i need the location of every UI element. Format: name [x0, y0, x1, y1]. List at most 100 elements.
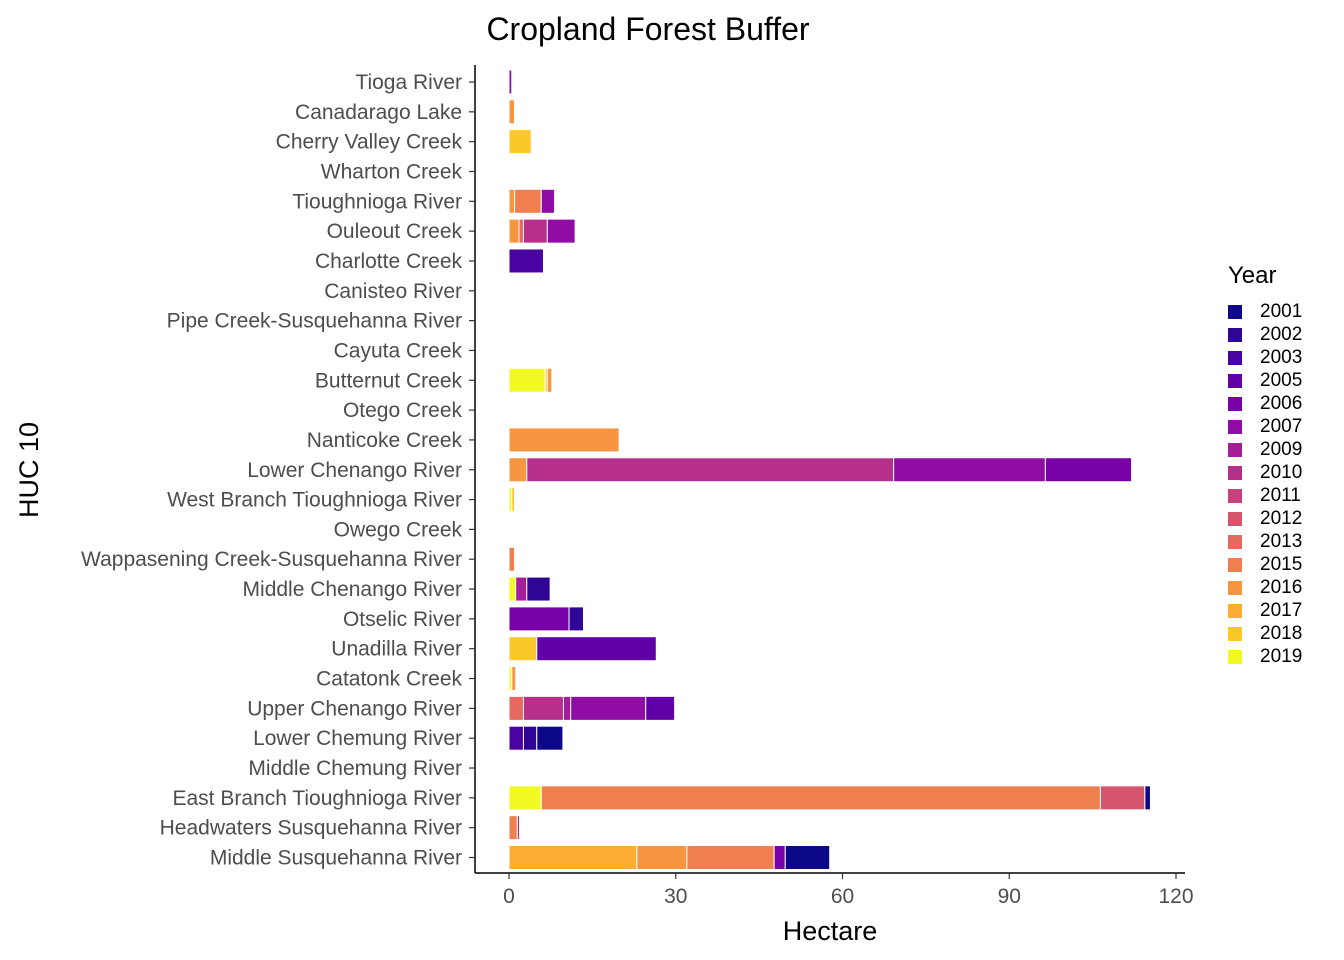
bar-segment-2018 — [511, 487, 516, 513]
bar-segment-2016 — [508, 457, 528, 483]
legend-swatch — [1228, 373, 1242, 388]
legend-item-2015: 2015 — [1228, 553, 1302, 576]
bar-segment-2001 — [784, 845, 831, 870]
y-tick-label: Ouleout Creek — [327, 220, 463, 243]
bar-segment-2013 — [518, 218, 524, 244]
bar-segment-2016 — [508, 99, 516, 125]
legend-item-2012: 2012 — [1228, 507, 1302, 530]
y-tick-label: Butternut Creek — [315, 369, 463, 392]
y-tick-label: Middle Chemung River — [248, 757, 462, 780]
bar-segment-2016 — [508, 188, 516, 214]
chart-title: Cropland Forest Buffer — [486, 11, 809, 47]
bar-segment-2007 — [893, 457, 1046, 483]
legend-item-2011: 2011 — [1228, 484, 1302, 507]
legend-swatch — [1228, 603, 1242, 618]
y-tick-label: Nanticoke Creek — [307, 429, 463, 452]
legend-item-2002: 2002 — [1228, 323, 1302, 346]
bar-segment-2016 — [508, 218, 520, 244]
legend-item-2009: 2009 — [1228, 438, 1302, 461]
bar-segment-2016 — [508, 427, 620, 453]
bar-segment-2006 — [508, 606, 570, 632]
legend-swatch — [1228, 534, 1242, 549]
bar-segment-2015 — [508, 815, 518, 841]
y-tick-label: Upper Chenango River — [247, 697, 462, 720]
x-tick-label: 30 — [664, 885, 687, 908]
bar-segment-2009 — [562, 695, 572, 721]
legend-swatch — [1228, 580, 1242, 595]
bar-segment-2002 — [568, 606, 584, 632]
x-tick-label: 90 — [998, 885, 1021, 908]
x-tick-label: 0 — [503, 885, 515, 908]
legend-label: 2016 — [1260, 576, 1303, 598]
bar-segment-2007 — [570, 695, 647, 721]
y-axis-label: HUC 10 — [14, 422, 44, 518]
legend-item-2019: 2019 — [1228, 645, 1302, 668]
bar-segment-2007 — [508, 69, 513, 95]
legend-item-2005: 2005 — [1228, 369, 1302, 392]
bar-segment-2019 — [508, 576, 517, 602]
bar-segment-2006 — [773, 845, 786, 870]
legend-label: 2001 — [1260, 300, 1303, 322]
y-tick-label: Unadilla River — [331, 638, 462, 661]
bar-segment-2015 — [514, 188, 542, 214]
legend-swatch — [1228, 488, 1242, 503]
legend-item-2003: 2003 — [1228, 346, 1302, 369]
y-tick-label: East Branch Tioughnioga River — [173, 787, 463, 810]
bar-segment-2019 — [508, 785, 542, 811]
x-tick-label: 120 — [1158, 885, 1193, 908]
bars-layer — [508, 69, 1151, 870]
y-tick-label: Otego Creek — [343, 399, 463, 422]
legend-items: 2001 2002 2003 2005 2006 2007 2009 2010 2011 2012… — [1228, 300, 1302, 668]
legend-title: Year — [1228, 262, 1277, 289]
legend: Year 2001 2002 2003 2005 2006 2007 2009 2010 201… — [1228, 262, 1302, 668]
y-tick-label: Canadarago Lake — [295, 101, 462, 124]
bar-segment-2015 — [540, 785, 1101, 811]
bar-segment-2010 — [516, 815, 521, 841]
legend-label: 2005 — [1260, 369, 1303, 391]
bar-segment-2016 — [546, 367, 553, 393]
legend-label: 2010 — [1260, 461, 1303, 483]
y-tick-label: Tioga River — [355, 71, 462, 94]
bar-segment-2016 — [511, 666, 517, 692]
bar-segment-2010 — [522, 218, 548, 244]
legend-swatch — [1228, 442, 1242, 457]
legend-swatch — [1228, 396, 1242, 411]
bar-segment-2012 — [1099, 785, 1146, 811]
legend-item-2006: 2006 — [1228, 392, 1302, 415]
y-axis: Tioga River Canadarago Lake Cherry Valley … — [81, 65, 476, 873]
bar-segment-2009 — [515, 576, 528, 602]
y-tick-label: Catatonk Creek — [316, 668, 462, 691]
legend-label: 2019 — [1260, 645, 1303, 667]
legend-swatch — [1228, 350, 1242, 365]
legend-item-2016: 2016 — [1228, 576, 1302, 599]
y-tick-label: Cayuta Creek — [334, 339, 463, 362]
bar-segment-2005 — [536, 636, 657, 662]
y-tick-label: Tioughnioga River — [292, 190, 462, 213]
bar-segment-2018 — [508, 129, 532, 155]
legend-swatch — [1228, 465, 1242, 480]
legend-label: 2007 — [1260, 415, 1303, 437]
legend-label: 2011 — [1260, 484, 1301, 506]
legend-swatch — [1228, 626, 1242, 641]
y-tick-label: Otselic River — [343, 608, 462, 631]
y-tick-label: West Branch Tioughnioga River — [167, 489, 462, 512]
y-tick-label: Canisteo River — [324, 280, 462, 303]
x-tick-label: 60 — [831, 885, 854, 908]
y-tick-label: Lower Chemung River — [253, 727, 462, 750]
bar-segment-2007 — [540, 188, 556, 214]
legend-item-2010: 2010 — [1228, 461, 1302, 484]
bar-segment-2010 — [522, 695, 564, 721]
bar-segment-2006 — [1044, 457, 1133, 483]
bar-segment-2002 — [526, 576, 551, 602]
bar-segment-2013 — [508, 695, 524, 721]
y-tick-label: Charlotte Creek — [315, 250, 463, 273]
x-axis: 0 30 60 90 120 — [475, 872, 1194, 908]
bar-segment-2015 — [508, 546, 516, 572]
bar-segment-2003 — [508, 248, 544, 274]
legend-swatch — [1228, 649, 1242, 664]
legend-item-2001: 2001 — [1228, 300, 1302, 323]
legend-item-2017: 2017 — [1228, 599, 1302, 622]
legend-label: 2002 — [1260, 323, 1303, 345]
bar-segment-2019 — [508, 367, 546, 393]
